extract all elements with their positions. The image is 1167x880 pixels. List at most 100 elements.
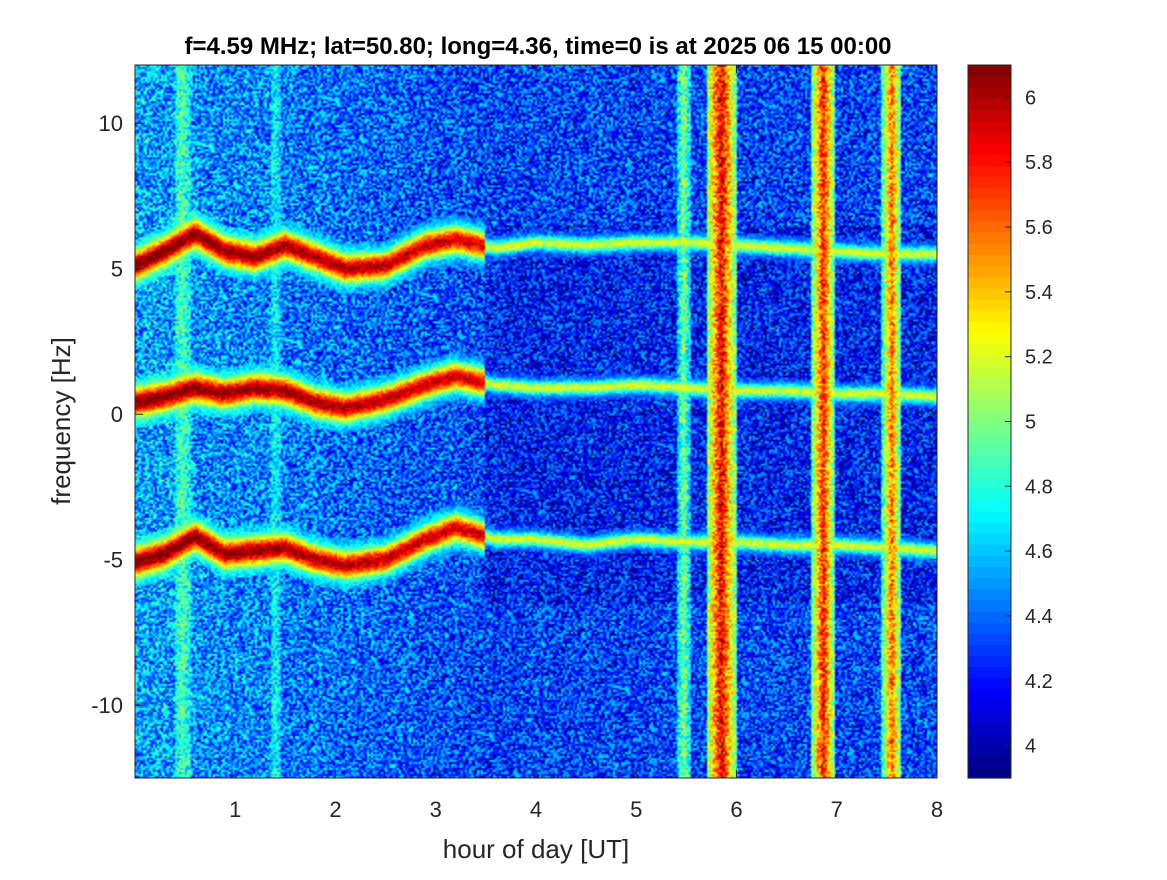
colorbar-segment: [968, 688, 1011, 701]
colorbar-segment: [968, 176, 1011, 189]
colorbar-segment: [968, 666, 1011, 679]
colorbar-segment: [968, 521, 1011, 534]
chart-title: f=4.59 MHz; lat=50.80; long=4.36, time=0…: [184, 33, 891, 60]
x-axis-label: hour of day [UT]: [443, 834, 629, 864]
y-axis-label: frequency [Hz]: [46, 337, 76, 505]
colorbar-segment: [968, 477, 1011, 489]
spectrogram-heatmap: [135, 65, 937, 778]
x-tick-label: 5: [630, 797, 642, 822]
colorbar-segment: [968, 432, 1011, 445]
colorbar-segment: [968, 410, 1011, 423]
colorbar-segment: [968, 711, 1011, 723]
colorbar-segment: [968, 733, 1011, 746]
colorbar-segment: [968, 354, 1011, 367]
colorbar-segment: [968, 766, 1011, 779]
colorbar-segment: [968, 65, 1011, 77]
colorbar-segment: [968, 443, 1011, 456]
colorbar-segment: [968, 243, 1011, 255]
colorbar-segment: [968, 577, 1011, 590]
colorbar-segment: [968, 287, 1011, 300]
colorbar-segment: [968, 677, 1011, 690]
colorbar-tick-label: 4.6: [1025, 541, 1053, 563]
plot-area: [134, 64, 938, 779]
colorbar-segment: [968, 321, 1011, 333]
x-tick-label: 6: [730, 797, 742, 822]
colorbar-segment: [968, 220, 1011, 233]
colorbar-segment: [968, 76, 1011, 88]
colorbar-segment: [968, 633, 1011, 645]
colorbar-segment: [968, 499, 1011, 512]
colorbar-segment: [968, 555, 1011, 567]
colorbar-segment: [968, 154, 1011, 166]
colorbar-segment: [968, 454, 1011, 467]
colorbar-tick-label: 4.4: [1025, 606, 1053, 628]
colorbar-segment: [968, 142, 1011, 155]
colorbar-segment: [968, 265, 1011, 278]
colorbar-segment: [968, 700, 1011, 712]
colorbar-segment: [968, 566, 1011, 579]
colorbar-segment: [968, 510, 1011, 523]
colorbar-segment: [968, 644, 1011, 657]
colorbar-segment: [968, 599, 1011, 612]
colorbar-segment: [968, 131, 1011, 144]
colorbar-segment: [968, 232, 1011, 244]
colorbar-segment: [968, 755, 1011, 768]
colorbar-segment: [968, 332, 1011, 345]
colorbar-tick-label: 5.4: [1025, 282, 1053, 304]
colorbar-segment: [968, 198, 1011, 211]
colorbar-segment: [968, 399, 1011, 411]
colorbar-strip: [968, 65, 1011, 779]
colorbar-tick-label: 4.8: [1025, 476, 1053, 498]
colorbar-tick-label: 5.2: [1025, 347, 1053, 369]
colorbar-segment: [968, 488, 1011, 501]
x-tick-label: 1: [229, 797, 241, 822]
y-tick-label: 10: [99, 111, 123, 136]
colorbar-segment: [968, 109, 1011, 122]
colorbar-segment: [968, 365, 1011, 378]
colorbar-segment: [968, 87, 1011, 100]
colorbar-segment: [968, 343, 1011, 356]
colorbar-segment: [968, 466, 1011, 478]
x-tick-label: 2: [329, 797, 341, 822]
colorbar-segment: [968, 187, 1011, 200]
colorbar-segment: [968, 655, 1011, 668]
colorbar-tick-label: 6: [1025, 87, 1036, 109]
colorbar-ticks: 4 4.2 4.4 4.6 4.8 5 5.2 5.4 5.6 5.8 6: [1005, 87, 1053, 758]
y-tick-label: 5: [111, 257, 123, 282]
x-tick-label: 4: [530, 797, 542, 822]
colorbar-tick-label: 5.8: [1025, 152, 1053, 174]
colorbar-segment: [968, 588, 1011, 601]
y-tick-label: -10: [91, 693, 123, 718]
x-tick-label: 7: [831, 797, 843, 822]
colorbar-segment: [968, 298, 1011, 311]
x-tick-label: 8: [931, 797, 943, 822]
colorbar-tick-label: 5.6: [1025, 217, 1053, 239]
x-tick-label: 3: [430, 797, 442, 822]
y-tick-label: 0: [111, 402, 123, 427]
colorbar-segment: [968, 610, 1011, 623]
colorbar-tick-label: 4.2: [1025, 671, 1053, 693]
colorbar: 4 4.2 4.4 4.6 4.8 5 5.2 5.4 5.6 5.8 6: [967, 64, 1053, 779]
colorbar-segment: [968, 254, 1011, 267]
y-tick-label: -5: [103, 548, 123, 573]
colorbar-segment: [968, 544, 1011, 556]
colorbar-tick-label: 5: [1025, 412, 1036, 434]
colorbar-segment: [968, 310, 1011, 322]
colorbar-segment: [968, 276, 1011, 289]
colorbar-segment: [968, 532, 1011, 545]
colorbar-segment: [968, 165, 1011, 178]
colorbar-segment: [968, 98, 1011, 111]
y-axis-ticks: -10 -5 0 5 10: [91, 111, 937, 718]
colorbar-segment: [968, 376, 1011, 389]
x-axis-ticks: 1 2 3 4 5 6 7 8: [229, 65, 943, 822]
colorbar-segment: [968, 388, 1011, 400]
colorbar-tick-label: 4: [1025, 736, 1036, 758]
colorbar-segment: [968, 120, 1011, 133]
colorbar-segment: [968, 622, 1011, 634]
colorbar-segment: [968, 722, 1011, 735]
colorbar-segment: [968, 421, 1011, 434]
colorbar-segment: [968, 744, 1011, 757]
colorbar-segment: [968, 209, 1011, 222]
